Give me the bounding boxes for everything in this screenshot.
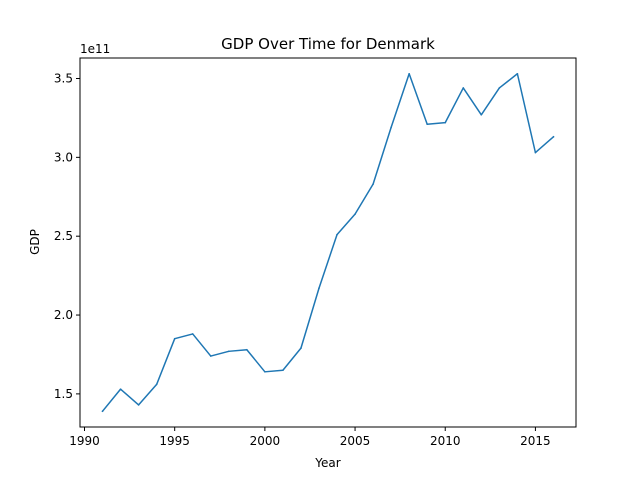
data-point xyxy=(119,388,122,390)
x-tick-label: 2010 xyxy=(430,434,461,448)
data-point xyxy=(101,410,104,413)
data-point xyxy=(246,348,248,351)
data-point xyxy=(552,136,555,138)
y-axis-label: GDP xyxy=(28,229,42,255)
y-multiplier-label: 1e11 xyxy=(80,42,110,56)
data-point xyxy=(516,72,519,75)
x-tick-label: 2015 xyxy=(520,434,551,448)
x-tick-label: 1990 xyxy=(69,434,100,448)
data-point xyxy=(498,87,501,89)
data-point xyxy=(300,347,302,349)
data-point xyxy=(426,123,429,126)
plot-area: 1990 1995 2000 2005 2010 2015 1.5 2.0 2.5 3.0 3.5 xyxy=(54,72,555,448)
data-point xyxy=(444,121,447,124)
data-point xyxy=(264,371,266,373)
data-point xyxy=(137,404,140,406)
y-tick-label: 3.0 xyxy=(54,150,73,164)
chart-title: GDP Over Time for Denmark xyxy=(221,35,435,53)
y-tick-label: 2.5 xyxy=(54,229,73,243)
axes-frame xyxy=(79,57,577,428)
data-point xyxy=(155,383,158,386)
data-point xyxy=(534,151,537,154)
gdp-series-line xyxy=(101,73,555,413)
x-axis-label: Year xyxy=(314,456,340,470)
y-tick-label: 1.5 xyxy=(54,387,73,401)
data-point xyxy=(228,350,230,353)
data-point xyxy=(318,287,320,290)
data-point xyxy=(354,213,356,215)
data-point xyxy=(209,355,212,357)
data-point xyxy=(191,333,194,335)
x-tick-label: 1995 xyxy=(159,434,190,448)
y-tick-label: 2.0 xyxy=(54,308,73,322)
data-point xyxy=(480,113,483,116)
data-point xyxy=(462,87,465,89)
y-tick-label: 3.5 xyxy=(54,72,73,86)
data-point xyxy=(282,369,284,372)
data-point xyxy=(408,72,410,75)
data-point xyxy=(390,126,392,129)
data-point xyxy=(336,233,338,236)
x-tick-label: 2000 xyxy=(250,434,281,448)
x-tick-label: 2005 xyxy=(340,434,371,448)
data-point xyxy=(372,183,374,185)
data-point xyxy=(173,337,176,340)
